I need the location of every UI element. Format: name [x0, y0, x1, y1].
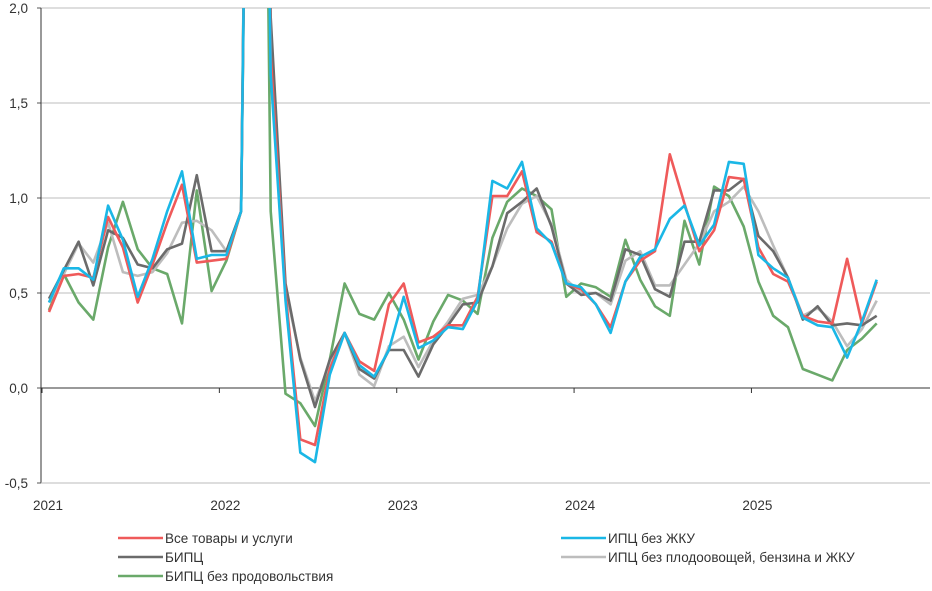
legend: Все товары и услуги БИПЦ БИПЦ без продовол…	[118, 531, 855, 584]
y-tick-label: -0,5	[5, 476, 28, 491]
x-tick-label: 2021	[33, 498, 63, 513]
series-line-0	[47, 8, 878, 447]
legend-label: БИПЦ без продовольствия	[165, 569, 333, 584]
gridlines	[41, 7, 930, 294]
y-tick-label: 1,0	[9, 191, 28, 206]
series-lines	[47, 8, 878, 464]
y-tick-label: 0,0	[9, 381, 28, 396]
x-tick-label: 2022	[210, 498, 240, 513]
legend-label: ИПЦ без плодоовощей, бензина и ЖКУ	[608, 550, 855, 565]
legend-label: Все товары и услуги	[165, 531, 293, 546]
series-line-3	[47, 8, 878, 403]
legend-label: БИПЦ	[165, 550, 203, 565]
series-line-2	[47, 8, 878, 409]
x-tick-label: 2024	[565, 498, 596, 513]
series-line-1	[47, 8, 878, 464]
x-tick-label: 2023	[388, 498, 418, 513]
y-tick-label: 1,5	[9, 96, 28, 111]
y-tick-label: 0,5	[9, 286, 28, 301]
y-axis-tick-labels: -0,5 0,0 0,5 1,0 1,5 2,0	[5, 1, 41, 491]
axes	[40, 8, 930, 484]
x-tick-label: 2025	[742, 498, 772, 513]
x-axis-tick-labels: 2021 2022 2023 2024 2025	[33, 388, 772, 513]
legend-label: ИПЦ без ЖКУ	[608, 531, 695, 546]
y-tick-label: 2,0	[9, 1, 28, 16]
